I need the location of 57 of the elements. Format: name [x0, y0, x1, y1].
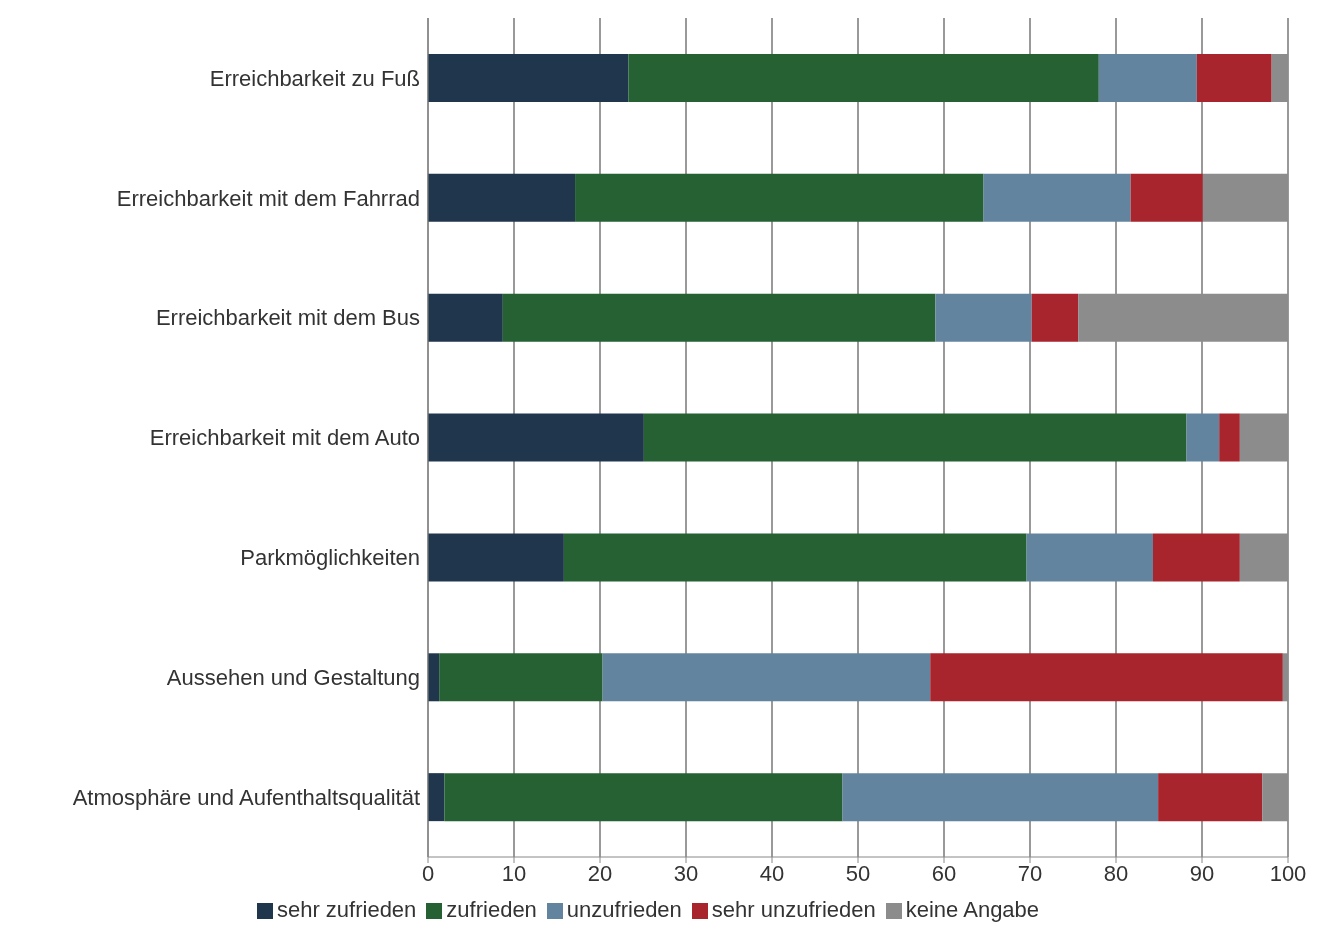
bar — [628, 54, 1099, 102]
bar — [575, 173, 984, 222]
y-tick-label: Erreichbarkeit mit dem Fahrrad — [116, 185, 420, 211]
x-tick-label: 20 — [587, 860, 613, 886]
x-tick-label: 0 — [421, 860, 435, 886]
bar — [1026, 533, 1153, 582]
bar — [1186, 413, 1220, 462]
bar — [643, 413, 1187, 462]
bar — [935, 293, 1032, 342]
x-tick-label: 80 — [1103, 860, 1129, 886]
bar — [444, 773, 843, 822]
bar — [602, 653, 931, 702]
y-tick-label: Erreichbarkeit zu Fuß — [209, 65, 420, 91]
bar — [1282, 653, 1288, 702]
bar — [502, 293, 936, 342]
bar — [1219, 413, 1240, 462]
bar — [1130, 173, 1203, 222]
bar — [428, 413, 644, 462]
bar — [930, 653, 1283, 702]
x-tick-label: 10 — [501, 860, 527, 886]
bar — [1271, 54, 1288, 102]
bar — [1239, 413, 1288, 462]
legend-label: unzufrieden — [566, 897, 682, 922]
y-tick-label: Atmosphäre und Aufenthaltsqualität — [72, 784, 420, 810]
x-tick-label: 100 — [1269, 860, 1307, 886]
x-tick-label: 50 — [845, 860, 871, 886]
bar — [1239, 533, 1288, 582]
y-tick-label: Parkmöglichkeiten — [240, 545, 420, 571]
x-tick-label: 60 — [931, 860, 957, 886]
legend-label: sehr unzufrieden — [711, 897, 876, 922]
legend-label: keine Angabe — [905, 897, 1040, 922]
bar — [842, 773, 1159, 822]
x-tick-label: 70 — [1017, 860, 1043, 886]
bar — [563, 533, 1027, 582]
bar — [1078, 293, 1288, 342]
y-tick-label: Aussehen und Gestaltung — [166, 665, 420, 691]
bar — [1262, 773, 1288, 822]
bar — [439, 653, 603, 702]
bar — [428, 54, 629, 102]
x-tick-label: 90 — [1189, 860, 1215, 886]
bar — [1098, 54, 1197, 102]
bar — [1158, 773, 1263, 822]
bar — [428, 533, 564, 582]
bar — [983, 173, 1131, 222]
bar — [1152, 533, 1240, 582]
x-tick-label: 40 — [759, 860, 785, 886]
y-tick-label: Erreichbarkeit mit dem Auto — [149, 425, 420, 451]
bar — [1196, 54, 1272, 102]
legend-label: sehr zufrieden — [276, 897, 417, 922]
y-tick-label: Erreichbarkeit mit dem Bus — [155, 305, 420, 331]
bar — [1202, 173, 1288, 222]
bar — [1031, 293, 1079, 342]
bar — [428, 173, 576, 222]
x-tick-label: 30 — [673, 860, 699, 886]
bar — [428, 773, 445, 822]
bar — [428, 293, 503, 342]
legend-label: zufrieden — [446, 897, 537, 922]
